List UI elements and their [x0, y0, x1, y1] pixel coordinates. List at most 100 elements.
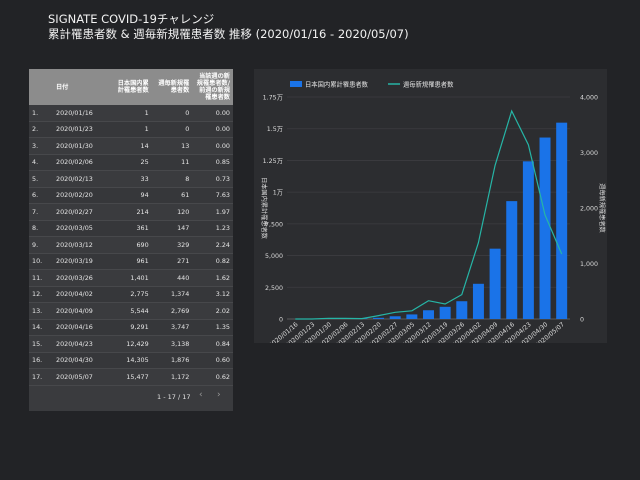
row-index: 12.	[29, 286, 53, 303]
legend-label-cumulative: 日本国内累計罹患者数	[305, 80, 369, 89]
row-date: 2020/01/23	[53, 121, 111, 138]
row-ratio: 1.62	[192, 269, 233, 287]
pagination-count: 1 - 17 / 17	[157, 393, 191, 401]
row-ratio: 0.73	[192, 170, 233, 188]
table-row[interactable]: 2. 2020/01/23 1 0 0.00	[29, 121, 233, 138]
row-date: 2020/01/16	[53, 105, 111, 122]
pagination: 1 - 17 / 17 ‹ ›	[29, 387, 233, 405]
bar	[539, 137, 551, 319]
page-title: SIGNATE COVID-19チャレンジ	[48, 12, 215, 26]
bar	[506, 201, 518, 319]
row-ratio: 3.12	[192, 286, 233, 303]
table-row[interactable]: 13. 2020/04/09 5,544 2,769 2.02	[29, 302, 233, 320]
row-ratio: 1.23	[192, 220, 233, 237]
bar	[373, 317, 385, 319]
y-left-tick-label: 2,500	[265, 285, 283, 292]
table-row[interactable]: 9. 2020/03/12 690 329 2.24	[29, 236, 233, 254]
row-index: 5.	[29, 170, 53, 188]
table-row[interactable]: 14. 2020/04/16 9,291 3,747 1.35	[29, 319, 233, 336]
y-right-tick-label: 4,000	[580, 95, 598, 102]
row-cumulative: 1	[111, 121, 152, 138]
y-right-axis-title: 週毎新規罹患者数	[598, 183, 606, 233]
row-index: 2.	[29, 121, 53, 138]
row-ratio: 0.62	[192, 368, 233, 386]
chart-panel: 0 2,500 5,000 7,500 1万 1.25万 1.5万 1.75万 0 1,000 2,…	[254, 69, 607, 343]
chevron-right-icon[interactable]: ›	[217, 390, 221, 400]
y-right-tick-label: 3,000	[580, 150, 598, 157]
row-index: 10.	[29, 253, 53, 270]
table-row[interactable]: 16. 2020/04/30 14,305 1,876 0.60	[29, 352, 233, 369]
bar	[423, 310, 434, 319]
column-header-date[interactable]: 日付	[53, 69, 111, 105]
row-cumulative: 2,775	[111, 286, 152, 303]
row-ratio: 0.82	[192, 253, 233, 270]
row-cumulative: 961	[111, 253, 152, 270]
row-cumulative: 94	[111, 187, 152, 204]
row-date: 2020/03/19	[53, 253, 111, 270]
table-row[interactable]: 3. 2020/01/30 14 13 0.00	[29, 137, 233, 155]
column-header-weekly-new[interactable]: 週毎新規罹患者数	[151, 69, 193, 105]
legend-swatch-cumulative	[290, 81, 302, 87]
row-weekly-new: 61	[151, 187, 193, 204]
table-row[interactable]: 15. 2020/04/23 12,429 3,138 0.84	[29, 335, 233, 353]
table-row[interactable]: 5. 2020/02/13 33 8 0.73	[29, 170, 233, 188]
row-cumulative: 14,305	[111, 352, 152, 369]
row-ratio: 0.60	[192, 352, 233, 369]
row-cumulative: 15,477	[111, 368, 152, 386]
column-header-index[interactable]	[29, 69, 53, 105]
row-weekly-new: 1,876	[151, 352, 193, 369]
chevron-left-icon[interactable]: ‹	[199, 390, 203, 400]
y-right-tick-label: 2,000	[580, 206, 598, 213]
row-cumulative: 33	[111, 170, 152, 188]
row-weekly-new: 0	[151, 121, 193, 138]
row-ratio: 0.85	[192, 154, 233, 171]
table-row[interactable]: 11. 2020/03/26 1,401 440 1.62	[29, 269, 233, 287]
row-index: 17.	[29, 368, 53, 386]
row-date: 2020/01/30	[53, 137, 111, 155]
column-header-ratio[interactable]: 当該週の新規罹患者数/前週の新規罹患者数	[192, 69, 233, 105]
row-weekly-new: 3,138	[151, 335, 193, 353]
bar	[456, 301, 468, 319]
row-weekly-new: 147	[151, 220, 193, 237]
row-date: 2020/05/07	[53, 368, 111, 386]
table-row[interactable]: 17. 2020/05/07 15,477 1,172 0.62	[29, 368, 233, 386]
bar	[556, 122, 568, 319]
table-row[interactable]: 12. 2020/04/02 2,775 1,374 3.12	[29, 286, 233, 303]
row-weekly-new: 120	[151, 203, 193, 221]
table-row[interactable]: 4. 2020/02/06 25 11 0.85	[29, 154, 233, 171]
y-right-tick-label: 0	[580, 317, 584, 324]
row-date: 2020/02/06	[53, 154, 111, 171]
table-row[interactable]: 10. 2020/03/19 961 271 0.82	[29, 253, 233, 270]
y-left-tick-label: 5,000	[265, 253, 283, 260]
combo-chart: 0 2,500 5,000 7,500 1万 1.25万 1.5万 1.75万 0 1,000 2,…	[260, 80, 606, 344]
row-date: 2020/02/27	[53, 203, 111, 221]
row-ratio: 0.00	[192, 105, 233, 122]
y-left-tick-label: 7,500	[265, 221, 283, 228]
bar	[406, 314, 418, 319]
table-row[interactable]: 7. 2020/02/27 214 120 1.97	[29, 203, 233, 221]
row-index: 3.	[29, 137, 53, 155]
bar	[472, 283, 484, 319]
row-weekly-new: 8	[151, 170, 193, 188]
row-index: 14.	[29, 319, 53, 336]
row-weekly-new: 0	[151, 105, 193, 122]
bar	[389, 316, 401, 319]
row-cumulative: 1,401	[111, 269, 152, 287]
y-left-tick-label: 1.25万	[263, 157, 283, 165]
bar	[439, 306, 451, 319]
row-date: 2020/02/13	[53, 170, 111, 188]
row-ratio: 0.00	[192, 121, 233, 138]
bar	[489, 248, 501, 319]
table-row[interactable]: 6. 2020/02/20 94 61 7.63	[29, 187, 233, 204]
table-body: 1. 2020/01/16 1 0 0.00 2. 2020/01/23 1 0 0.00 3. 20…	[29, 105, 233, 386]
table-row[interactable]: 8. 2020/03/05 361 147 1.23	[29, 220, 233, 237]
column-header-cumulative[interactable]: 日本国内累計罹患者数	[111, 69, 152, 105]
row-cumulative: 25	[111, 154, 152, 171]
legend-label-weekly: 週毎新規罹患者数	[403, 80, 454, 89]
row-date: 2020/04/09	[53, 302, 111, 320]
row-index: 4.	[29, 154, 53, 171]
row-index: 15.	[29, 335, 53, 353]
table-row[interactable]: 1. 2020/01/16 1 0 0.00	[29, 105, 233, 122]
data-table-panel: 日付 日本国内累計罹患者数 週毎新規罹患者数 当該週の新規罹患者数/前週の新規罹…	[29, 69, 233, 411]
row-index: 9.	[29, 236, 53, 254]
